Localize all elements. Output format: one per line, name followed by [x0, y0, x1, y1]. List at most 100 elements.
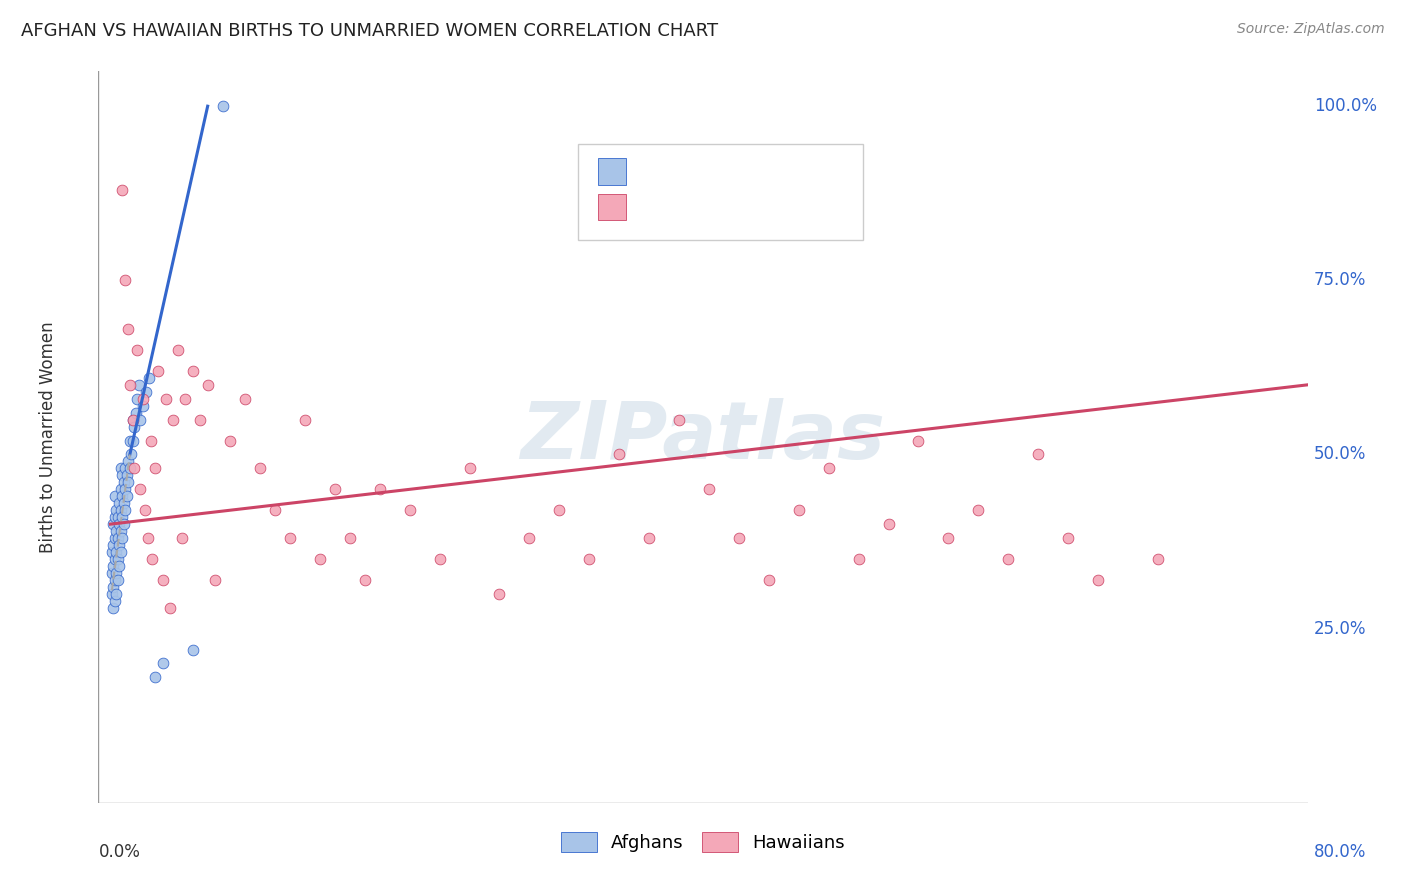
Point [105, 587, 128, 601]
Point [118, 377, 141, 392]
Point [120, 448, 142, 462]
Text: 100.0%: 100.0% [1313, 97, 1376, 115]
Point [181, 642, 204, 657]
Point [107, 510, 129, 524]
Point [697, 483, 720, 497]
Point [117, 322, 139, 336]
Point [111, 489, 134, 503]
Point [124, 461, 146, 475]
Point [159, 600, 181, 615]
Point [967, 503, 990, 517]
Point [429, 552, 451, 566]
Point [132, 392, 155, 406]
Point [141, 552, 163, 566]
Point [264, 503, 287, 517]
Point [339, 531, 361, 545]
Text: Source: ZipAtlas.com: Source: ZipAtlas.com [1237, 22, 1385, 37]
Point [907, 434, 929, 448]
Point [105, 566, 128, 580]
Point [114, 503, 136, 517]
Point [219, 434, 242, 448]
Text: AFGHAN VS HAWAIIAN BIRTHS TO UNMARRIED WOMEN CORRELATION CHART: AFGHAN VS HAWAIIAN BIRTHS TO UNMARRIED W… [21, 22, 718, 40]
Point [105, 545, 128, 559]
Point [111, 468, 134, 483]
Point [115, 468, 138, 483]
Point [143, 670, 166, 684]
Legend: Afghans, Hawaiians: Afghans, Hawaiians [554, 824, 852, 860]
Point [1026, 448, 1049, 462]
Point [204, 573, 226, 587]
Text: ZIPatlas: ZIPatlas [520, 398, 886, 476]
Point [103, 580, 125, 594]
Point [294, 412, 316, 426]
Point [110, 461, 132, 475]
Point [607, 448, 630, 462]
Point [108, 496, 131, 510]
Point [353, 573, 375, 587]
Point [110, 503, 132, 517]
Point [938, 531, 960, 545]
Point [127, 392, 149, 406]
Point [104, 594, 127, 608]
Point [108, 517, 131, 532]
Point [104, 552, 127, 566]
Point [817, 461, 839, 475]
Point [112, 475, 135, 490]
Point [129, 412, 152, 426]
Point [111, 510, 134, 524]
Point [249, 461, 271, 475]
Point [107, 573, 129, 587]
Point [115, 489, 138, 503]
Point [668, 412, 690, 426]
Point [104, 531, 127, 545]
Text: 0.0%: 0.0% [98, 843, 141, 861]
Point [104, 573, 127, 587]
Point [132, 399, 155, 413]
Point [578, 552, 600, 566]
Point [101, 545, 124, 559]
Point [107, 531, 129, 545]
Point [398, 503, 420, 517]
Point [368, 483, 391, 497]
Point [107, 552, 129, 566]
Point [728, 531, 751, 545]
Point [114, 273, 136, 287]
Point [638, 531, 661, 545]
Point [104, 489, 127, 503]
Point [111, 531, 134, 545]
Point [110, 545, 132, 559]
Point [112, 496, 135, 510]
Point [105, 503, 128, 517]
Point [110, 524, 132, 538]
Point [174, 392, 197, 406]
Point [125, 406, 148, 420]
Point [138, 371, 160, 385]
Point [848, 552, 870, 566]
Point [1087, 573, 1109, 587]
Point [103, 517, 125, 532]
Point [211, 99, 233, 113]
Point [121, 412, 143, 426]
Point [129, 483, 152, 497]
Point [103, 558, 125, 573]
Point [118, 434, 141, 448]
Point [188, 412, 211, 426]
Point [103, 538, 125, 552]
Point [128, 377, 150, 392]
Point [233, 392, 256, 406]
Point [117, 475, 139, 490]
Point [104, 510, 127, 524]
Point [114, 461, 136, 475]
Point [117, 454, 139, 468]
Point [458, 461, 481, 475]
Point [139, 434, 162, 448]
Point [181, 364, 204, 378]
Point [148, 364, 170, 378]
Text: R =  0.482   N = 63: R = 0.482 N = 63 [637, 160, 844, 179]
Point [108, 558, 131, 573]
Point [135, 384, 157, 399]
Point [758, 573, 780, 587]
Point [121, 412, 143, 426]
Point [548, 503, 571, 517]
Point [114, 483, 136, 497]
